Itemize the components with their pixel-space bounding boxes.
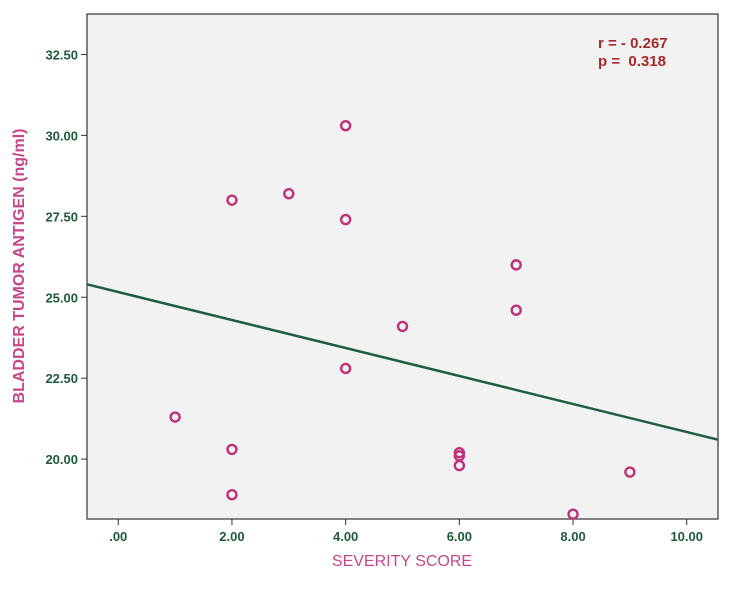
data-point (624, 466, 636, 478)
x-tick-label: .00 (109, 529, 127, 544)
data-point (283, 187, 295, 200)
data-point (396, 320, 409, 333)
y-axis-title: BLADDER TUMOR ANTIGEN (ng/ml) (11, 129, 28, 404)
data-point (169, 411, 181, 423)
x-tick-label: 2.00 (219, 529, 244, 544)
data-point (226, 194, 238, 206)
p-value-annotation: p = 0.318 (598, 53, 666, 70)
data-point (226, 489, 238, 501)
x-tick-label: 8.00 (560, 529, 585, 544)
x-tick-label: 10.00 (670, 529, 703, 544)
regression-line (86, 283, 719, 441)
y-tick-label: 20.00 (45, 452, 78, 467)
data-point (226, 443, 238, 456)
data-points (169, 119, 636, 520)
y-axis: 20.00 22.50 25.00 27.50 30.00 32.50 (45, 47, 87, 467)
data-point (510, 304, 522, 316)
data-point (339, 362, 352, 375)
x-tick-label: 4.00 (333, 529, 358, 544)
data-point (567, 508, 579, 520)
y-tick-label: 22.50 (45, 371, 78, 386)
data-point (339, 213, 352, 226)
data-point (339, 119, 352, 132)
y-tick-label: 30.00 (45, 128, 78, 143)
x-axis-title: SEVERITY SCORE (332, 553, 472, 570)
y-tick-label: 25.00 (45, 290, 78, 305)
data-point (510, 259, 522, 271)
correlation-r-annotation: r = - 0.267 (598, 35, 668, 52)
plot-area (86, 13, 719, 520)
x-axis: .00 2.00 4.00 6.00 8.00 10.00 (109, 519, 703, 544)
y-tick-label: 32.50 (45, 47, 78, 62)
data-point (453, 459, 466, 472)
x-tick-label: 6.00 (447, 529, 472, 544)
y-tick-label: 27.50 (45, 209, 78, 224)
